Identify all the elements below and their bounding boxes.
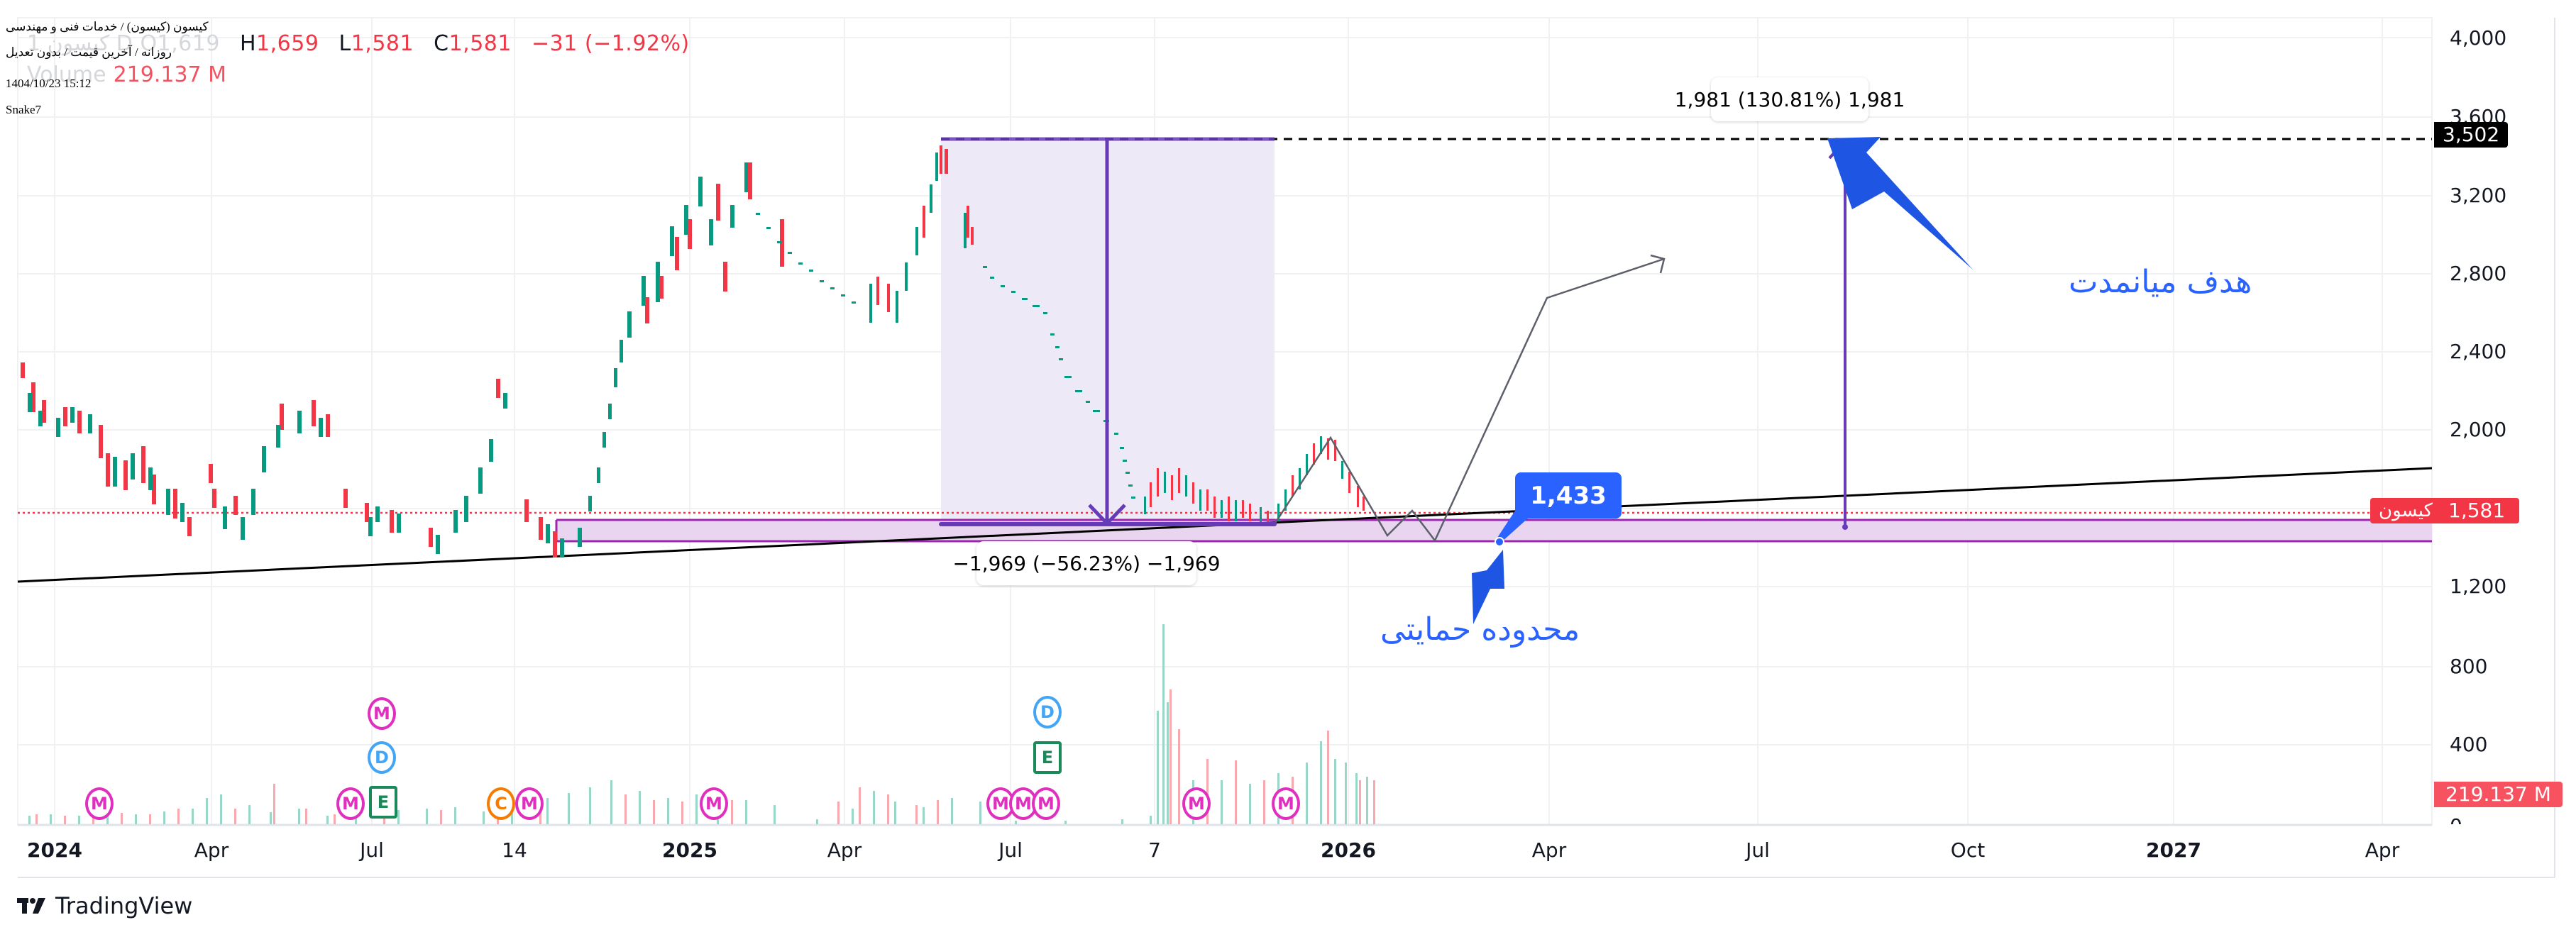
target-measure-label[interactable]: 1,981 (130.81%) 1,981: [1675, 77, 1905, 121]
callout-anchor-dot[interactable]: [1495, 537, 1504, 547]
event-marker-m[interactable]: M: [336, 787, 365, 820]
event-marker-m[interactable]: M: [515, 787, 544, 820]
support-zone[interactable]: [556, 520, 2432, 541]
last-price-tag: 1,581: [2434, 498, 2520, 523]
event-marker-m[interactable]: M: [1272, 787, 1300, 820]
midterm-target-text[interactable]: هدف میانمدت: [2069, 264, 2252, 300]
support-price-callout[interactable]: 1,433: [1515, 472, 1622, 519]
time-tick: Apr: [2365, 838, 2400, 862]
tradingview-logo-text: TradingView: [55, 892, 193, 919]
target-pointer-arrow[interactable]: [1827, 137, 1973, 270]
time-tick: Apr: [827, 838, 862, 862]
volume-legend: Volume 219.137 M: [27, 62, 226, 87]
event-marker-d[interactable]: D: [368, 741, 396, 774]
ghost-legend: 1 کیسون D O1,619: [27, 31, 220, 56]
event-marker-m[interactable]: M: [986, 787, 1015, 820]
time-tick: 2025: [662, 838, 717, 862]
last-price-symbol-tag: کیسون: [2370, 498, 2441, 523]
event-marker-m[interactable]: M: [1032, 787, 1060, 820]
price-candles: [21, 145, 1365, 558]
event-marker-m[interactable]: M: [700, 787, 728, 820]
volume-tick: 0: [2450, 814, 2462, 824]
price-tick: 2,400: [2450, 340, 2507, 363]
high-value: 1,659: [256, 31, 319, 56]
time-tick: Jul: [998, 838, 1023, 862]
target-measure-anchor: [1842, 524, 1848, 530]
tradingview-logo-icon: [17, 898, 45, 914]
event-marker-e[interactable]: E: [369, 786, 397, 819]
projection-path[interactable]: [1273, 257, 1665, 543]
time-tick: 7: [1148, 838, 1161, 862]
support-zone-text[interactable]: محدوده حمایتی: [1380, 611, 1580, 648]
time-tick: 2027: [2146, 838, 2201, 862]
price-tick: 3,200: [2450, 184, 2507, 207]
low-value: 1,581: [351, 31, 414, 56]
support-pointer-arrow[interactable]: [1472, 550, 1504, 624]
time-tick: Jul: [1746, 838, 1770, 862]
symbol-title: کیسون (کیسون) / خدمات فنی و مهندسی: [6, 20, 209, 33]
callout-pointer: [1497, 511, 1536, 542]
volume-tag: 219.137 M: [2434, 782, 2563, 807]
price-tick: 2,800: [2450, 262, 2507, 285]
event-marker-m[interactable]: M: [1182, 787, 1211, 820]
time-tick: Oct: [1950, 838, 1986, 862]
price-tick: 1,200: [2450, 575, 2507, 598]
timestamp: 1404/10/23 15:12: [6, 77, 92, 90]
time-tick: Jul: [360, 838, 384, 862]
event-marker-m[interactable]: M: [368, 697, 396, 730]
close-label: C: [434, 31, 449, 56]
chart-subtitle: روزانه / آخرین قیمت / بدون تعدیل: [6, 45, 172, 59]
volume-tick: 400: [2450, 733, 2488, 756]
time-tick: 2026: [1321, 838, 1376, 862]
event-marker-c[interactable]: C: [487, 787, 515, 820]
low-label: L: [338, 31, 351, 56]
event-marker-m[interactable]: M: [85, 787, 114, 820]
time-tick: Apr: [194, 838, 229, 862]
time-tick: Apr: [1531, 838, 1567, 862]
volume-label: Volume: [27, 62, 106, 87]
close-value: 1,581: [448, 31, 512, 56]
volume-tick: 800: [2450, 655, 2488, 678]
author: Snake7: [6, 103, 42, 116]
horizontal-grid: [18, 37, 2432, 745]
drop-measure-label[interactable]: −1,969 (−56.23%) −1,969: [952, 541, 1221, 585]
high-label: H: [239, 31, 257, 56]
time-tick: 14: [502, 838, 527, 862]
volume-value: 219.137 M: [113, 62, 227, 87]
time-tick: 2024: [27, 838, 82, 862]
projection-arrowhead: [1650, 254, 1666, 274]
change-value: −31 (−1.92%): [532, 31, 690, 56]
price-tick: 2,000: [2450, 418, 2507, 441]
ohlc-legend: 1 کیسون D O1,619 H1,659 L1,581 C1,581 −3…: [27, 31, 690, 56]
event-marker-d[interactable]: D: [1033, 696, 1062, 728]
price-tick: 4,000: [2450, 26, 2507, 50]
event-marker-e[interactable]: E: [1033, 741, 1062, 774]
tradingview-logo[interactable]: TradingView: [17, 892, 192, 919]
target-price-tag: 3,502: [2434, 122, 2509, 148]
